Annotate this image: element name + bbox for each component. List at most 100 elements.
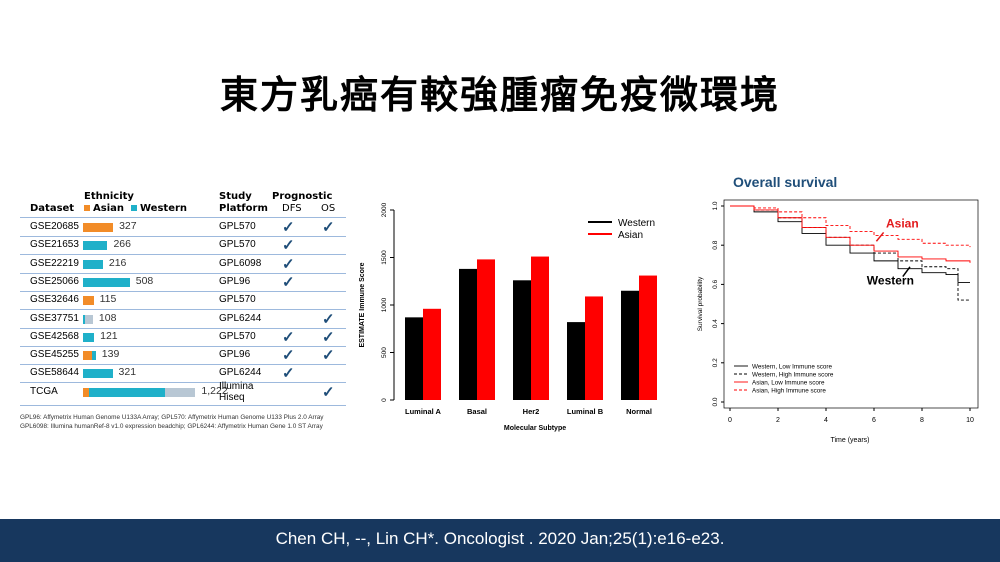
legend-label-asian: Asian xyxy=(618,230,643,241)
table-row: GSE21653 266 GPL570 ✓ xyxy=(20,236,346,256)
sample-count: 108 xyxy=(98,311,117,324)
table-row: GSE20685 327 GPL570 ✓ ✓ xyxy=(20,218,346,237)
header-ethnicity: Ethnicity xyxy=(84,191,134,202)
y-tick-label: 0.2 xyxy=(712,358,719,367)
overall-survival-chart: 0 2 4 6 8 10 0.0 0.2 0.4 0.6 0.8 1.0 Survival probab… xyxy=(697,199,979,444)
header-study: Study xyxy=(219,191,252,202)
dfs-check-icon: ✓ xyxy=(282,365,295,383)
dfs-check-icon: ✓ xyxy=(282,237,295,255)
platform: GPL6098 xyxy=(219,257,262,269)
x-tick-label: 2 xyxy=(776,417,780,424)
table-row: GSE42568 121 GPL570 ✓ ✓ xyxy=(20,328,346,347)
platform-note: GPL96: Affymetrix Human Genome U133A Arr… xyxy=(20,414,324,430)
bar-western xyxy=(459,268,477,400)
plot-frame xyxy=(723,199,979,409)
arrow-asian xyxy=(875,231,885,242)
table-row: TCGA 1,222 Illumina Hiseq ✓ xyxy=(20,380,346,406)
bar-asian xyxy=(585,296,603,400)
os-check-icon: ✓ xyxy=(322,328,335,346)
y-tick-label: 2000 xyxy=(381,202,388,217)
dataset-name: GSE20685 xyxy=(30,221,79,232)
sample-count: 216 xyxy=(108,256,127,269)
dataset-name: GSE42568 xyxy=(30,330,79,342)
dataset-name: TCGA xyxy=(30,385,58,397)
os-check-icon: ✓ xyxy=(322,219,335,236)
dataset-name: GSE45255 xyxy=(30,349,79,361)
os-check-icon: ✓ xyxy=(322,347,335,365)
y-tick-label: 1500 xyxy=(381,250,388,265)
legend-label-western: Western xyxy=(618,218,655,229)
citation: Chen CH, --, Lin CH*. Oncologist . 2020 … xyxy=(275,529,725,548)
dataset-name: GSE32646 xyxy=(30,294,79,306)
x-tick-label: 8 xyxy=(920,417,924,424)
y-axis-label: Survival probability xyxy=(697,276,704,331)
table-row: GSE58644 321 GPL6244 ✓ xyxy=(20,364,346,384)
legend-label: Western, Low Immune score xyxy=(752,364,833,371)
western-segment xyxy=(83,314,85,324)
asian-segment xyxy=(83,296,94,306)
bar-western xyxy=(513,280,531,400)
dataset-name: GSE37751 xyxy=(30,312,79,324)
km-curve xyxy=(730,205,971,248)
legend-asian: Asian xyxy=(84,203,124,214)
other-segment xyxy=(164,387,196,397)
sample-count: 508 xyxy=(135,274,154,287)
dataset-name: GSE25066 xyxy=(30,275,79,287)
immune-score-bar-chart: 0 500 1000 1500 2000 ESTIMATE Immune Score Lum… xyxy=(359,202,657,432)
western-segment xyxy=(88,387,165,397)
sample-count: 115 xyxy=(99,293,117,306)
dfs-check-icon: ✓ xyxy=(282,347,295,365)
table-row: GSE25066 508 GPL96 ✓ xyxy=(20,273,346,292)
y-tick-label: 0.0 xyxy=(712,397,719,406)
y-tick-label: 0.8 xyxy=(712,240,719,249)
legend-label: Asian, Low Immune score xyxy=(752,380,825,387)
sample-count: 266 xyxy=(113,238,131,251)
sample-count: 321 xyxy=(118,366,137,379)
annotation-western: Western xyxy=(867,273,914,287)
sample-count: 139 xyxy=(101,348,120,361)
dfs-check-icon: ✓ xyxy=(282,255,295,273)
y-tick-label: 0.6 xyxy=(712,280,719,289)
sample-count: 327 xyxy=(119,220,137,232)
x-tick-label: Luminal B xyxy=(567,407,604,416)
platform: GPL6244 xyxy=(219,367,262,379)
platform: GPL6244 xyxy=(219,312,262,324)
western-segment xyxy=(92,351,96,361)
header-dataset: Dataset xyxy=(30,203,75,214)
table-row: GSE22219 216 GPL6098 ✓ xyxy=(20,255,346,274)
legend-label: Western, High Immune score xyxy=(752,372,834,379)
y-tick-label: 1000 xyxy=(381,297,388,312)
x-tick-label: 10 xyxy=(966,417,974,424)
asian-segment xyxy=(83,223,114,232)
table-row: GSE32646 115 GPL570 xyxy=(20,291,346,311)
os-check-icon: ✓ xyxy=(322,383,335,401)
header-prognostic: Prognostic xyxy=(272,191,333,202)
dfs-check-icon: ✓ xyxy=(282,328,295,346)
dfs-check-icon: ✓ xyxy=(282,219,295,236)
legend-label: Asian, High Immune score xyxy=(752,388,826,395)
dfs-check-icon: ✓ xyxy=(282,273,295,291)
slide-title: 東方乳癌有較強腫瘤免疫微環境 xyxy=(219,73,780,117)
y-tick-label: 0.4 xyxy=(712,319,719,328)
y-axis-label: ESTIMATE Immune Score xyxy=(359,262,366,347)
dataset-name: GSE58644 xyxy=(30,367,79,379)
platform: Illumina Hiseq xyxy=(219,380,254,403)
platform: GPL570 xyxy=(219,294,256,306)
sample-count: 1,222 xyxy=(201,384,228,397)
x-tick-label: Luminal A xyxy=(405,407,442,416)
x-tick-label: Normal xyxy=(626,407,652,416)
platform: GPL96 xyxy=(219,275,251,287)
overall-survival-subtitle: Overall survival xyxy=(733,174,838,190)
x-tick-label: 0 xyxy=(728,417,732,424)
x-tick-label: 6 xyxy=(872,417,876,424)
x-axis-label: Time (years) xyxy=(830,437,869,444)
asian-segment xyxy=(83,387,89,397)
sample-count: 121 xyxy=(100,329,118,342)
header-os: OS xyxy=(321,203,336,214)
western-segment xyxy=(83,369,113,379)
bar-western xyxy=(621,290,639,400)
western-segment xyxy=(83,332,95,342)
km-curve xyxy=(730,205,971,263)
y-tick-label: 1.0 xyxy=(712,201,719,210)
header-dfs: DFS xyxy=(282,203,302,214)
